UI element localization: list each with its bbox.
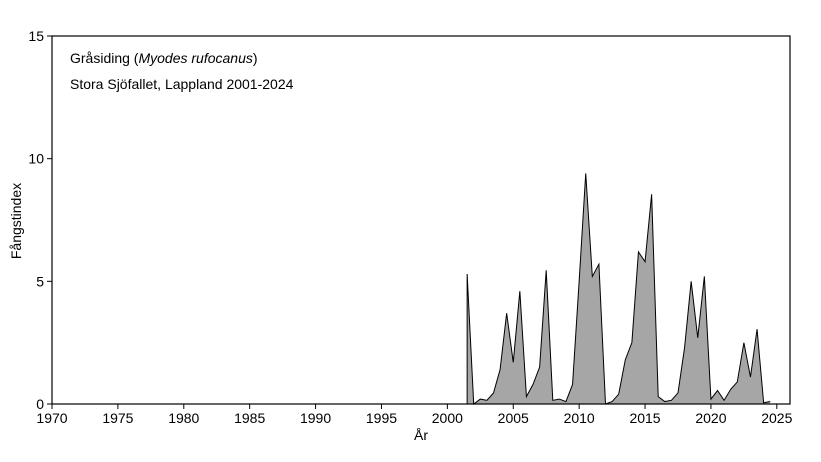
x-tick-label: 1975 (102, 410, 133, 426)
y-tick-label: 5 (36, 273, 44, 289)
species-name: Gråsiding (70, 50, 130, 66)
x-tick-label: 2005 (498, 410, 529, 426)
y-tick-label: 15 (28, 28, 44, 44)
x-tick-label: 2015 (629, 410, 660, 426)
x-tick-label: 1980 (168, 410, 199, 426)
x-tick-label: 1990 (300, 410, 331, 426)
chart-annotation-location: Stora Sjöfallet, Lappland 2001-2024 (70, 76, 294, 92)
species-latin: Myodes rufocanus (138, 50, 252, 66)
y-axis: 0 5 10 15 (28, 28, 52, 412)
x-tick-label: 1985 (234, 410, 265, 426)
x-axis-title: År (414, 427, 428, 443)
x-tick-label: 1995 (366, 410, 397, 426)
series-area (467, 173, 771, 404)
series-line (466, 173, 771, 405)
latin-open-paren: ( (130, 50, 139, 66)
x-tick-label: 2025 (761, 410, 792, 426)
x-tick-label: 1970 (36, 410, 67, 426)
plot-area (51, 35, 791, 405)
plot-frame (51, 35, 791, 405)
x-tick-label: 2010 (564, 410, 595, 426)
y-tick-label: 0 (36, 396, 44, 412)
x-tick-label: 2020 (695, 410, 726, 426)
y-axis-title: Fångstindex (8, 183, 24, 259)
x-tick-label: 2000 (432, 410, 463, 426)
chart-annotation-species: Gråsiding (Myodes rufocanus) (70, 50, 258, 66)
latin-close-paren: ) (253, 50, 258, 66)
x-axis: 1970 1975 1980 1985 1990 1995 2000 2005 2010 2015… (36, 404, 793, 426)
y-tick-label: 10 (28, 151, 44, 167)
